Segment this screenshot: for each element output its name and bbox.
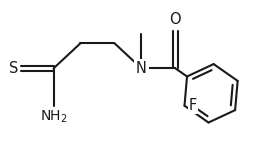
Text: S: S	[9, 61, 19, 76]
Text: O: O	[169, 12, 181, 27]
Text: F: F	[189, 98, 197, 113]
Text: NH$_2$: NH$_2$	[40, 109, 68, 125]
Text: N: N	[136, 61, 147, 76]
